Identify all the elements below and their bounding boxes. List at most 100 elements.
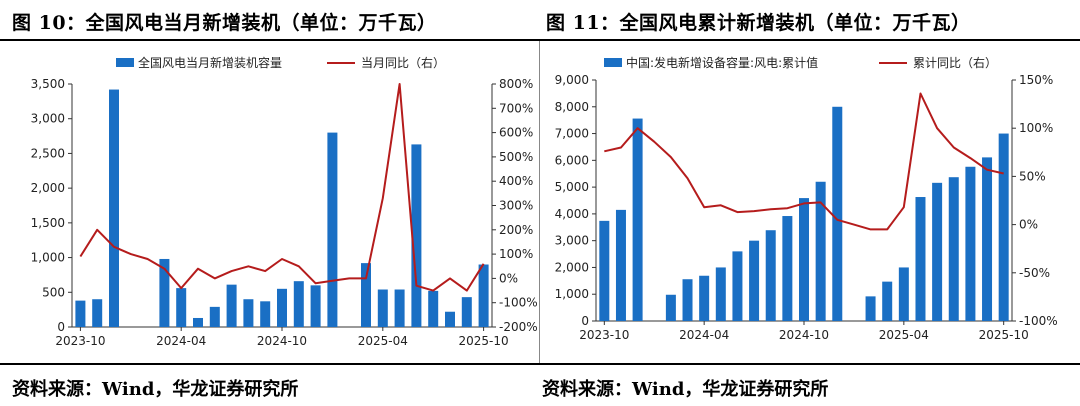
- left-bar-2024-12: [310, 285, 321, 327]
- right-bar-2024-03: [682, 279, 693, 321]
- left-x-tick-label: 2025-04: [358, 334, 408, 348]
- left-bar-2024-08: [243, 299, 254, 327]
- right-bar-2024-10: [799, 198, 809, 321]
- right-bar-2025-05: [915, 197, 926, 321]
- left-y-right-tick-label: 500%: [499, 150, 533, 164]
- left-y-left-tick-label: 2,500: [31, 146, 65, 160]
- left-bar-2024-10: [277, 288, 287, 327]
- right-bar-2024-06: [732, 251, 743, 321]
- right-bottom-rule: [540, 363, 1080, 365]
- right-y-left-tick-label: 1,000: [555, 287, 589, 301]
- left-bar-2024-05: [193, 317, 203, 327]
- left-source-note: 资料来源：Wind，华龙证券研究所: [12, 379, 299, 400]
- panel-divider: [539, 41, 540, 363]
- left-y-right-tick-label: 200%: [499, 223, 533, 237]
- left-bar-2025-07: [428, 290, 439, 327]
- left-x-tick-label: 2025-10: [459, 334, 509, 348]
- right-y-left-tick-label: 8,000: [555, 100, 589, 114]
- right-bar-2023-11: [615, 209, 626, 321]
- left-y-left-tick-label: 1,500: [31, 216, 65, 230]
- left-bar-2025-03: [361, 263, 371, 327]
- right-bar-2024-05: [715, 267, 726, 321]
- right-y-left-tick-label: 7,000: [555, 127, 589, 141]
- right-y-right-tick-label: -100%: [1019, 314, 1058, 328]
- right-y-right-tick-label: 50%: [1019, 169, 1046, 183]
- right-bar-2025-08: [965, 166, 976, 321]
- right-x-tick-label: 2024-10: [779, 328, 829, 342]
- left-legend-line-label: 当月同比（右）: [361, 55, 445, 70]
- left-x-tick-label: 2024-04: [156, 334, 206, 348]
- right-bar-2025-06: [932, 182, 943, 321]
- left-figure-title: 图 10：全国风电当月新增装机（单位：万千瓦）: [12, 12, 437, 34]
- right-source-note: 资料来源：Wind，华龙证券研究所: [542, 379, 829, 400]
- left-bar-2025-08: [445, 311, 455, 327]
- left-y-left-tick-label: 500: [42, 285, 65, 299]
- left-bar-2025-10: [478, 264, 489, 327]
- right-bar-2024-09: [782, 216, 793, 321]
- left-y-right-tick-label: 400%: [499, 174, 533, 188]
- right-bar-2024-08: [765, 230, 776, 321]
- left-bar-2024-11: [293, 281, 304, 327]
- right-y-right-tick-label: 100%: [1019, 121, 1053, 135]
- right-y-left-tick-label: 2,000: [555, 260, 589, 274]
- left-y-right-tick-label: 300%: [499, 199, 533, 213]
- left-bar-2023-12: [109, 89, 119, 327]
- left-y-left-tick-label: 0: [57, 320, 65, 334]
- right-y-left-tick-label: 6,000: [555, 153, 589, 167]
- right-bar-2025-10: [998, 133, 1009, 321]
- right-figure-title: 图 11：全国风电累计新增装机（单位：万千瓦）: [546, 12, 971, 34]
- right-y-left-tick-label: 0: [581, 314, 589, 328]
- left-y-right-tick-label: 800%: [499, 77, 533, 91]
- left-y-left-tick-label: 3,000: [31, 112, 65, 126]
- right-legend-line-label: 累计同比（右）: [913, 55, 997, 70]
- right-y-left-tick-label: 3,000: [555, 234, 589, 248]
- left-y-right-tick-label: 700%: [499, 101, 533, 115]
- left-bar-2024-04: [176, 288, 187, 327]
- left-bar-2023-10: [75, 300, 86, 327]
- right-y-right-tick-label: -50%: [1019, 266, 1050, 280]
- left-y-left-tick-label: 1,000: [31, 251, 65, 265]
- left-bar-2025-06: [411, 144, 422, 327]
- left-legend-bar-label: 全国风电当月新增装机容量: [138, 55, 282, 70]
- right-bar-2025-04: [898, 267, 909, 321]
- right-bar-2024-11: [815, 181, 826, 321]
- right-bar-2024-12: [832, 106, 843, 322]
- left-bar-2024-03: [159, 258, 170, 327]
- left-legend-bar-swatch: [116, 58, 134, 67]
- left-y-right-tick-label: 100%: [499, 247, 533, 261]
- right-y-left-tick-label: 9,000: [555, 73, 589, 87]
- right-legend-bar-label: 中国:发电新增设备容量:风电:累计值: [626, 55, 818, 70]
- left-x-tick-label: 2024-10: [257, 334, 307, 348]
- left-bar-2024-09: [260, 301, 271, 327]
- right-bar-2023-10: [599, 220, 610, 321]
- right-top-rule: [540, 39, 1080, 41]
- left-y-right-tick-label: 600%: [499, 126, 533, 140]
- right-chart: 中国:发电新增设备容量:风电:累计值 累计同比（右） 0 1,000 2,000 3,00…: [555, 55, 1058, 342]
- left-top-rule: [0, 39, 540, 41]
- left-bar-2025-01: [327, 132, 338, 327]
- left-x-tick-label: 2023-10: [55, 334, 105, 348]
- left-bar-2025-09: [461, 297, 472, 327]
- left-chart: 全国风电当月新增装机容量 当月同比（右） 0 500 1,000 1,500 2,000 2,…: [31, 55, 538, 348]
- right-bar-2025-09: [982, 157, 993, 321]
- left-y-right-tick-label: 0%: [499, 271, 518, 285]
- right-bar-2025-03: [882, 281, 893, 321]
- left-bar-2024-07: [226, 284, 237, 327]
- right-x-tick-label: 2023-10: [579, 328, 629, 342]
- left-y-left-tick-label: 2,000: [31, 181, 65, 195]
- left-bar-2024-06: [209, 306, 220, 327]
- right-y-left-tick-label: 5,000: [555, 180, 589, 194]
- right-yoy-line: [604, 92, 1004, 231]
- right-bar-2025-07: [948, 177, 959, 321]
- left-y-left-tick-label: 3,500: [31, 77, 65, 91]
- right-bar-2025-02: [865, 296, 876, 321]
- right-y-right-tick-label: 0%: [1019, 218, 1038, 232]
- left-bar-2023-11: [92, 299, 103, 327]
- left-y-right-tick-label: -100%: [499, 296, 538, 310]
- right-x-tick-label: 2025-04: [879, 328, 929, 342]
- right-bar-2023-12: [632, 118, 643, 321]
- left-bottom-rule: [0, 363, 540, 365]
- left-y-right-tick-label: -200%: [499, 320, 538, 334]
- right-bar-2024-07: [749, 240, 760, 321]
- right-y-left-tick-label: 4,000: [555, 207, 589, 221]
